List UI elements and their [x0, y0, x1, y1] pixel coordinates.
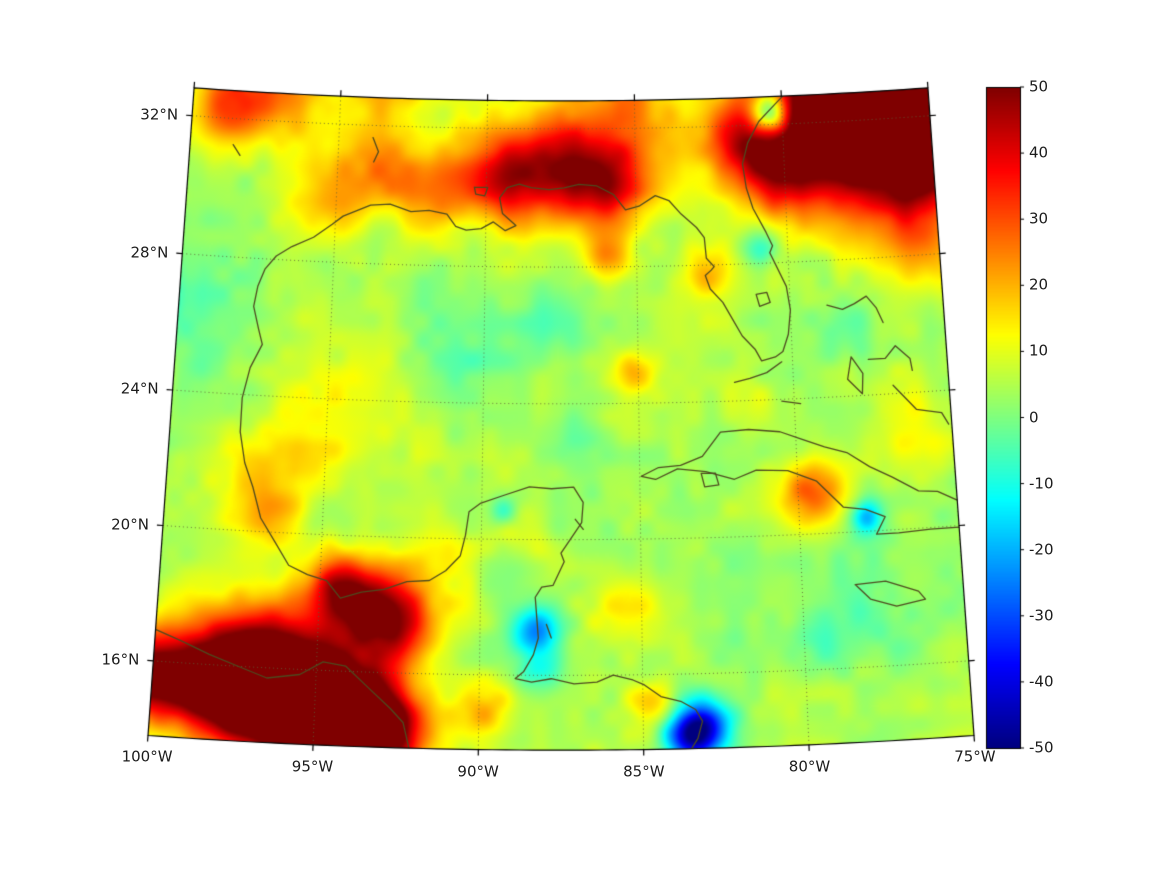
map-plot-canvas [0, 0, 1167, 875]
figure: 100°W 95°W 90°W 85°W 80°W 75°W 16°N 20°N 24°N 28°… [0, 0, 1167, 875]
